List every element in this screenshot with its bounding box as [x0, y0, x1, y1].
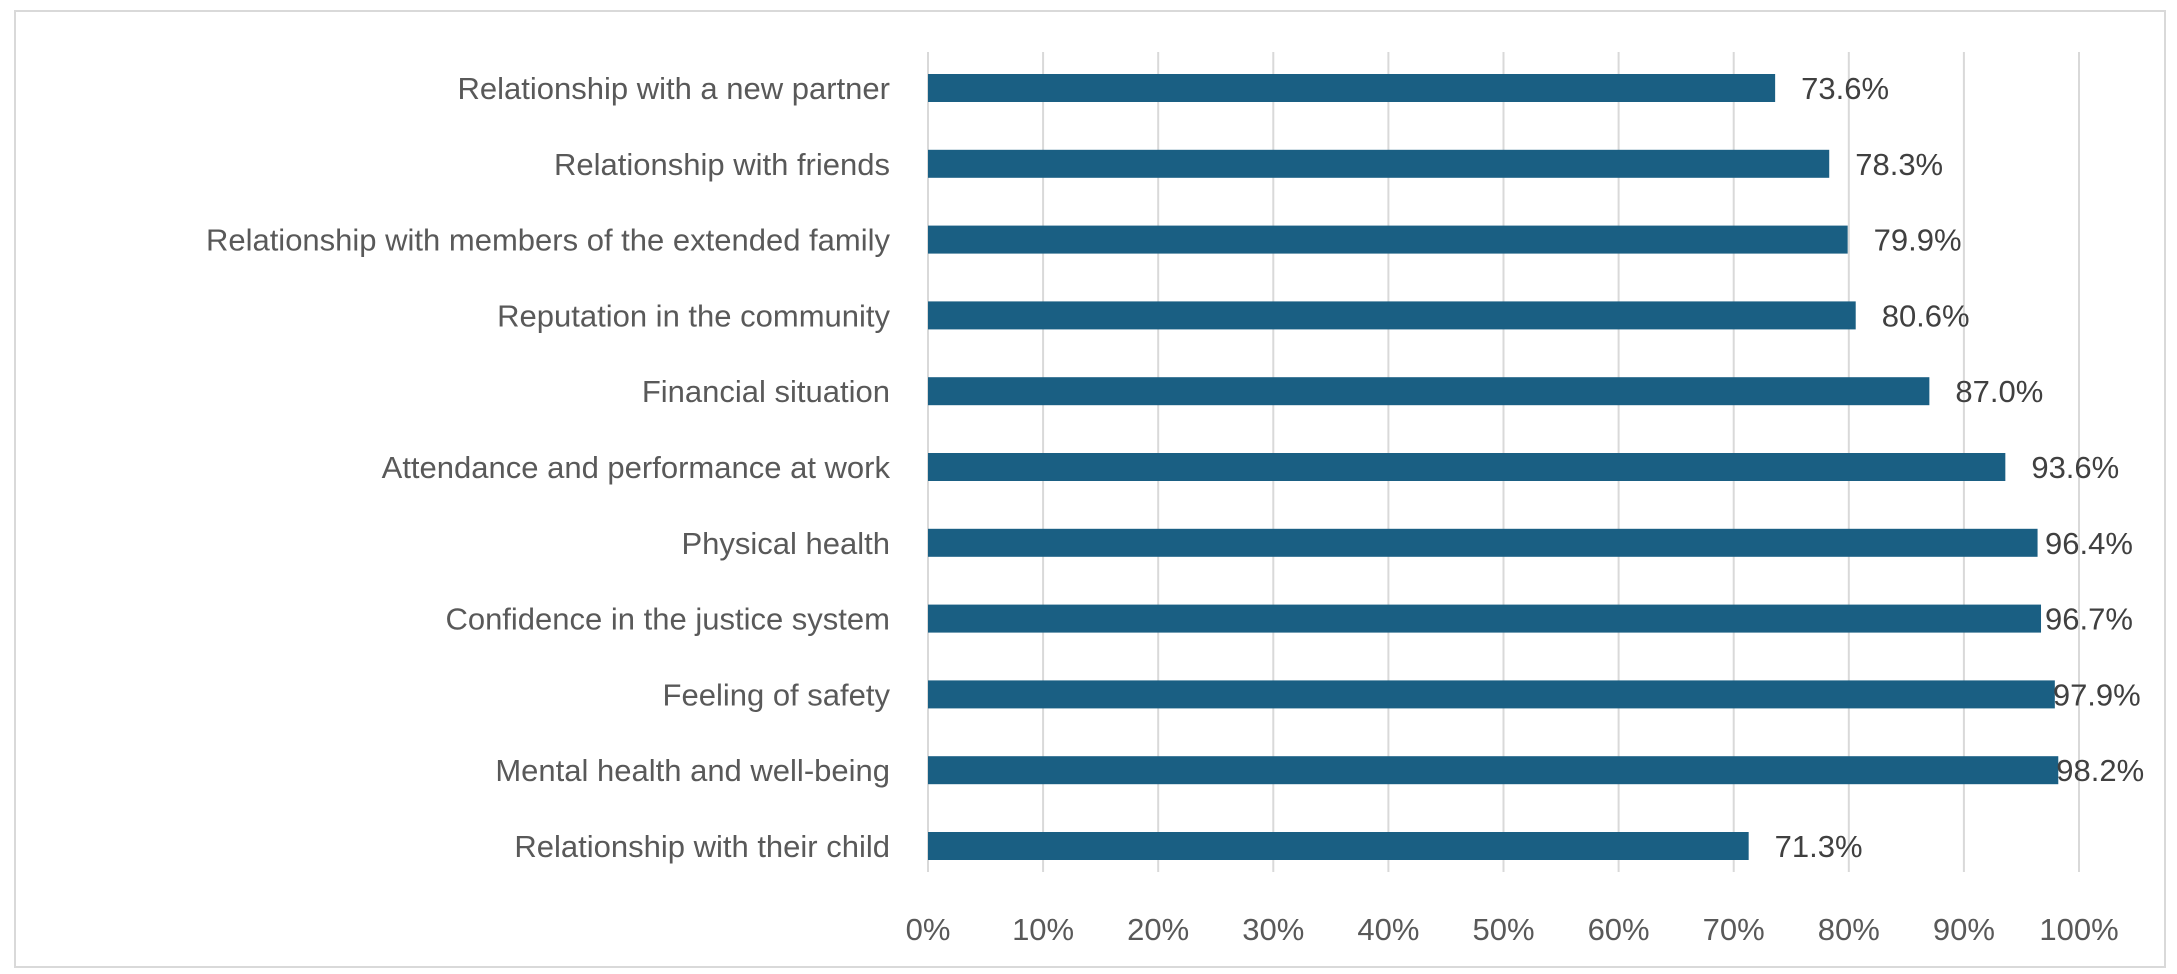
bar	[928, 529, 2038, 557]
data-label: 98.2%	[2056, 753, 2144, 788]
bar	[928, 756, 2058, 784]
bar	[928, 226, 1848, 254]
x-tick-label: 90%	[1933, 912, 1995, 947]
x-tick-label: 20%	[1127, 912, 1189, 947]
data-label: 79.9%	[1874, 223, 1962, 258]
category-label: Relationship with members of the extende…	[206, 223, 891, 258]
bar	[928, 377, 1929, 405]
data-label: 80.6%	[1882, 298, 1970, 333]
bar	[928, 605, 2041, 633]
data-label: 93.6%	[2031, 450, 2119, 485]
bars	[928, 74, 2058, 860]
category-label: Physical health	[681, 526, 890, 561]
bar	[928, 680, 2055, 708]
data-label: 73.6%	[1801, 71, 1889, 106]
x-tick-label: 60%	[1588, 912, 1650, 947]
category-label: Confidence in the justice system	[445, 602, 890, 637]
category-label: Attendance and performance at work	[382, 450, 891, 485]
bar	[928, 150, 1829, 178]
x-tick-label: 80%	[1818, 912, 1880, 947]
x-tick-label: 30%	[1242, 912, 1304, 947]
category-label: Feeling of safety	[663, 677, 891, 712]
category-label: Financial situation	[642, 374, 890, 409]
bar	[928, 74, 1775, 102]
data-label: 78.3%	[1855, 147, 1943, 182]
category-label: Relationship with a new partner	[457, 71, 890, 106]
category-label: Relationship with friends	[554, 147, 890, 182]
category-label: Mental health and well-being	[495, 753, 890, 788]
category-label: Relationship with their child	[514, 829, 890, 864]
data-label: 87.0%	[1955, 374, 2043, 409]
data-label: 96.4%	[2045, 526, 2133, 561]
bar	[928, 301, 1856, 329]
x-tick-label: 40%	[1357, 912, 1419, 947]
x-tick-label: 10%	[1012, 912, 1074, 947]
x-tick-label: 50%	[1472, 912, 1534, 947]
x-tick-label: 0%	[906, 912, 951, 947]
x-tick-label: 100%	[2039, 912, 2118, 947]
category-labels: Relationship with a new partner Relations…	[206, 71, 891, 864]
bar	[928, 832, 1749, 860]
data-label: 71.3%	[1775, 829, 1863, 864]
bar	[928, 453, 2005, 481]
x-axis-tick-labels: 0% 10% 20% 30% 40% 50% 60% 70% 80% 90% 100%	[906, 912, 2119, 947]
category-label: Reputation in the community	[497, 298, 890, 333]
data-label: 97.9%	[2053, 677, 2141, 712]
data-label: 96.7%	[2045, 602, 2133, 637]
x-tick-label: 70%	[1703, 912, 1765, 947]
